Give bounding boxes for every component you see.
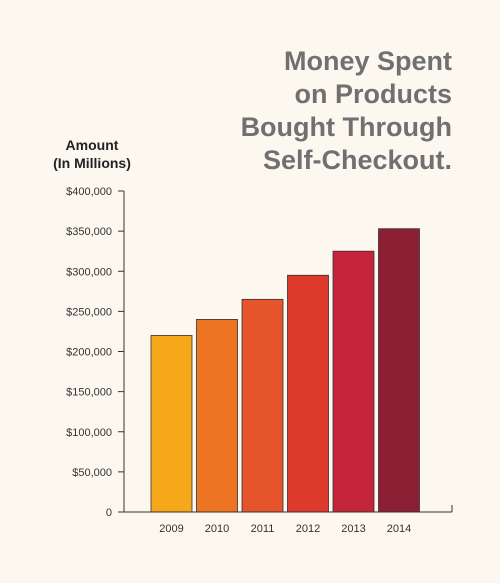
bar-2014 bbox=[378, 228, 420, 513]
y-tick-label: $300,000 bbox=[66, 266, 112, 278]
y-tick-label: $400,000 bbox=[66, 186, 112, 198]
bar-2013 bbox=[332, 250, 375, 513]
x-tick-label: 2010 bbox=[205, 523, 229, 535]
y-tick-label: $250,000 bbox=[66, 306, 112, 318]
chart-title: Money Spent on Products Bought Through S… bbox=[241, 46, 452, 175]
x-tick-label: 2011 bbox=[251, 523, 275, 535]
y-tick-label: $350,000 bbox=[66, 226, 112, 238]
bars bbox=[150, 228, 420, 513]
y-axis-label-line-2: (In Millions) bbox=[53, 155, 131, 171]
bar-2012 bbox=[287, 274, 329, 513]
bar-2009 bbox=[150, 335, 193, 513]
bar-2010 bbox=[196, 318, 238, 513]
bar-2011 bbox=[241, 298, 284, 513]
y-axis-label-line-1: Amount bbox=[66, 137, 119, 153]
y-tick-label: $200,000 bbox=[66, 347, 112, 359]
chart-title-line-1: Money Spent bbox=[284, 46, 452, 76]
chart-title-line-4: Self-Checkout. bbox=[263, 145, 452, 175]
y-tick-label: $100,000 bbox=[66, 427, 112, 439]
x-tick-label: 2013 bbox=[341, 523, 365, 535]
y-axis: 0 $50,000 $100,000 $150,000 $200,000 $250,000… bbox=[66, 186, 125, 519]
x-axis: 2009 2010 2011 2012 2013 2014 bbox=[124, 505, 453, 535]
chart-title-line-2: on Products bbox=[294, 79, 452, 109]
y-tick-label: 0 bbox=[106, 507, 112, 519]
y-tick-label: $50,000 bbox=[72, 467, 112, 479]
x-tick-label: 2014 bbox=[387, 523, 411, 535]
x-tick-label: 2009 bbox=[159, 523, 183, 535]
y-axis-label: Amount (In Millions) bbox=[53, 137, 131, 171]
chart-title-line-3: Bought Through bbox=[241, 112, 452, 142]
x-tick-label: 2012 bbox=[296, 523, 320, 535]
y-tick-label: $150,000 bbox=[66, 387, 112, 399]
